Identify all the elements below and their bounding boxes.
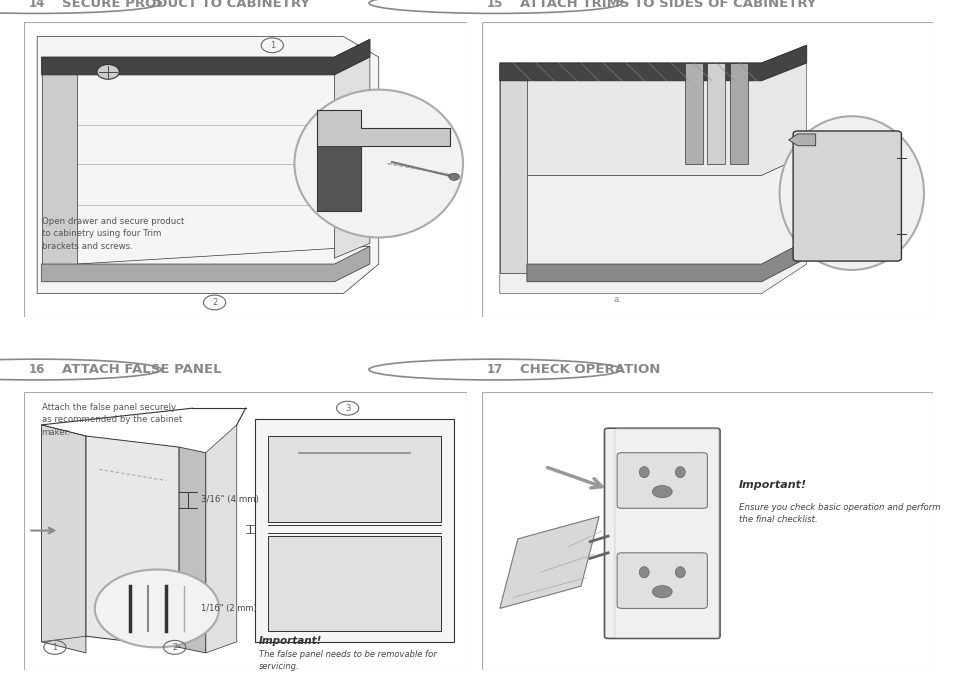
Text: 1: 1 <box>270 40 274 50</box>
Text: 17: 17 <box>487 363 503 376</box>
Polygon shape <box>316 110 449 211</box>
Polygon shape <box>526 240 806 281</box>
Polygon shape <box>499 45 806 81</box>
Polygon shape <box>684 63 702 163</box>
Text: a.: a. <box>613 295 620 304</box>
Text: 16: 16 <box>29 363 46 376</box>
Text: CHECK OPERATION: CHECK OPERATION <box>519 363 659 376</box>
Text: 2: 2 <box>172 643 177 652</box>
Ellipse shape <box>675 466 684 478</box>
Bar <box>254 419 454 642</box>
Polygon shape <box>706 63 724 163</box>
Bar <box>268 536 440 630</box>
FancyBboxPatch shape <box>617 453 706 508</box>
Polygon shape <box>42 57 77 273</box>
Polygon shape <box>499 516 598 608</box>
Text: Open drawer and secure product
to cabinetry using four Trim
brackets and screws.: Open drawer and secure product to cabine… <box>42 217 184 250</box>
Polygon shape <box>499 155 806 294</box>
Text: 1: 1 <box>52 643 57 652</box>
Polygon shape <box>729 63 747 163</box>
Text: Important!: Important! <box>739 481 806 491</box>
Ellipse shape <box>675 567 684 578</box>
Ellipse shape <box>639 466 648 478</box>
Circle shape <box>97 65 119 79</box>
Polygon shape <box>499 63 526 273</box>
Polygon shape <box>42 39 370 75</box>
Polygon shape <box>788 134 815 146</box>
Circle shape <box>94 570 219 647</box>
Polygon shape <box>179 447 206 653</box>
Text: Important!: Important! <box>258 637 322 646</box>
FancyBboxPatch shape <box>792 131 901 261</box>
Text: Ensure you check basic operation and perform
the final checklist.: Ensure you check basic operation and per… <box>739 503 940 524</box>
Polygon shape <box>316 146 360 211</box>
FancyBboxPatch shape <box>617 553 706 608</box>
Circle shape <box>448 173 459 180</box>
Circle shape <box>652 485 672 497</box>
Polygon shape <box>37 36 378 294</box>
Polygon shape <box>86 436 179 647</box>
Text: 15: 15 <box>487 0 503 9</box>
Text: ATTACH FALSE PANEL: ATTACH FALSE PANEL <box>62 363 221 376</box>
Polygon shape <box>206 425 236 653</box>
Bar <box>268 436 440 522</box>
Polygon shape <box>42 425 86 653</box>
Text: The false panel needs to be removable for
servicing.: The false panel needs to be removable fo… <box>258 650 436 671</box>
Polygon shape <box>334 39 370 258</box>
Ellipse shape <box>779 116 923 270</box>
Ellipse shape <box>294 90 462 238</box>
Text: 2: 2 <box>212 298 217 307</box>
Polygon shape <box>499 45 806 176</box>
Polygon shape <box>42 246 370 281</box>
Text: SECURE PRODUCT TO CABINETRY: SECURE PRODUCT TO CABINETRY <box>62 0 309 9</box>
Text: 1/16" (2 mm): 1/16" (2 mm) <box>201 604 256 613</box>
Text: 3/16" (4 mm): 3/16" (4 mm) <box>201 495 259 504</box>
Ellipse shape <box>639 567 648 578</box>
Circle shape <box>652 586 672 598</box>
FancyBboxPatch shape <box>604 428 720 639</box>
Text: 14: 14 <box>29 0 46 9</box>
Text: Attach the false panel securely
as recommended by the cabinet
maker.: Attach the false panel securely as recom… <box>42 402 182 437</box>
Text: ATTACH TRIMS TO SIDES OF CABINETRY: ATTACH TRIMS TO SIDES OF CABINETRY <box>519 0 816 9</box>
Text: 3: 3 <box>345 404 350 412</box>
